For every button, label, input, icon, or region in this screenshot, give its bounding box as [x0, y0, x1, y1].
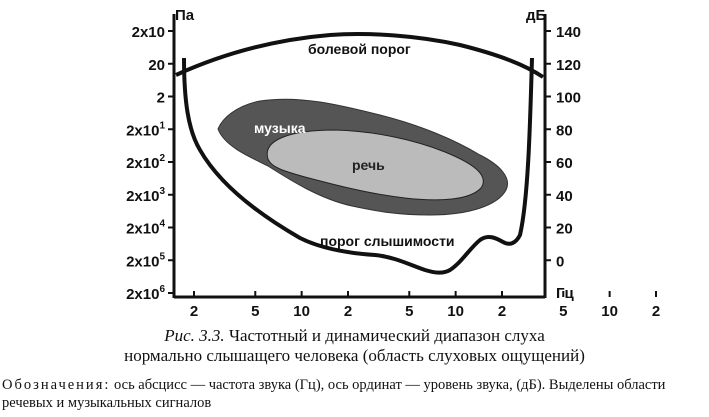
figure-caption: Рис. 3.3. Частотный и динамический диапа… — [0, 326, 709, 366]
legend-note: Обозначения: ось абсцисс — частота звука… — [2, 376, 707, 412]
caption-text-1: Частотный и динамический диапазон слуха — [224, 326, 545, 345]
pain-threshold-curve — [175, 32, 545, 79]
hearing-threshold-label: порог слышимости — [320, 233, 455, 249]
caption-line-2: нормально слышащего человека (область сл… — [124, 346, 585, 365]
right-tick-label: 100 — [556, 90, 581, 107]
x-tick-label: 10 — [447, 303, 464, 320]
hearing-threshold-curve — [182, 57, 534, 275]
x-tick-label: 5 — [251, 303, 259, 320]
right-tick-label: 80 — [556, 122, 573, 139]
left-tick-label: 2x105 — [126, 251, 165, 270]
left-tick-label: 2 — [157, 90, 165, 107]
right-tick-label: 40 — [556, 188, 573, 205]
left-tick-label: 2x102 — [126, 153, 165, 172]
legend-lead: Обозначения: — [2, 377, 111, 393]
speech-label: речь — [352, 157, 385, 173]
x-tick-label: 10 — [293, 303, 310, 320]
left-axis-ticks: 2x10 20 2 2x101 2x102 2x103 2x104 2x105 2x106 — [126, 24, 174, 303]
x-axis-ticks: 2 5 10 2 5 10 2 5 10 2 — [190, 291, 660, 320]
right-axis-title: дБ — [526, 7, 547, 24]
x-tick-label: 2 — [652, 303, 660, 320]
right-tick-label: 120 — [556, 57, 581, 74]
pain-threshold-label: болевой порог — [308, 41, 411, 57]
right-tick-label: 140 — [556, 24, 581, 41]
speech-region — [266, 129, 484, 201]
x-tick-label: 2 — [344, 303, 352, 320]
right-tick-label: 0 — [556, 253, 564, 270]
caption-line-1: Рис. 3.3. Частотный и динамический диапа… — [0, 326, 709, 346]
left-tick-label: 20 — [148, 57, 165, 74]
left-axis-title: Па — [175, 7, 195, 24]
right-axis-ticks: 140 120 100 80 60 40 20 0 — [545, 24, 581, 270]
right-tick-label: 60 — [556, 155, 573, 172]
left-tick-label: 2x106 — [126, 284, 165, 303]
right-tick-label: 20 — [556, 221, 573, 238]
x-tick-label: 5 — [405, 303, 413, 320]
left-tick-label: 2x104 — [126, 219, 165, 238]
left-tick-label: 2x10 — [132, 24, 165, 41]
x-tick-label: 2 — [190, 303, 198, 320]
x-axis-unit-label: Гц — [556, 285, 575, 302]
music-label: музыка — [254, 120, 306, 136]
figure-number: Рис. 3.3. — [164, 326, 225, 345]
x-tick-label: 2 — [498, 303, 506, 320]
legend-text: ось абсцисс — частота звука (Гц), ось ор… — [2, 377, 666, 411]
x-tick-label: 10 — [601, 303, 618, 320]
left-tick-label: 2x103 — [126, 186, 165, 205]
x-tick-label: 5 — [559, 303, 567, 320]
left-tick-label: 2x101 — [126, 120, 165, 139]
